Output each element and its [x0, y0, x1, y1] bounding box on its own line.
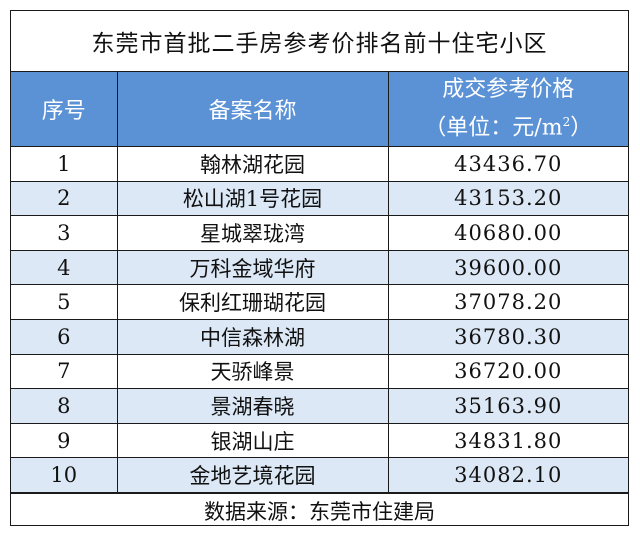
table-row: 1 翰林湖花园 43436.70: [11, 146, 628, 182]
row-name: 景湖春晓: [116, 388, 389, 424]
data-source-footer: 数据来源：东莞市住建局: [11, 492, 628, 529]
row-name: 金地艺境花园: [116, 457, 389, 493]
row-price: 40680.00: [387, 215, 628, 251]
row-index: 7: [11, 353, 118, 390]
row-name: 天骄峰景: [116, 353, 389, 390]
row-name: 万科金域华府: [116, 249, 389, 286]
row-index: 8: [11, 388, 118, 424]
row-name: 松山湖1号花园: [116, 180, 389, 217]
row-price: 36780.30: [387, 318, 628, 355]
row-price: 34082.10: [387, 457, 628, 493]
row-index: 5: [11, 284, 118, 320]
row-price: 37078.20: [387, 284, 628, 320]
table-row: 8 景湖春晓 35163.90: [11, 388, 628, 424]
table-row: 10 金地艺境花园 34082.10: [11, 457, 628, 493]
header-price-unit-suffix: ）: [570, 115, 593, 141]
row-index: 2: [11, 180, 118, 217]
row-index: 9: [11, 422, 118, 459]
row-price: 43436.70: [387, 146, 628, 182]
row-price: 39600.00: [387, 249, 628, 286]
table-title: 东莞市首批二手房参考价排名前十住宅小区: [11, 11, 628, 72]
header-price-line1: 成交参考价格: [442, 77, 575, 103]
row-name: 保利红珊瑚花园: [116, 284, 389, 320]
row-price: 36720.00: [387, 353, 628, 390]
table-row: 5 保利红珊瑚花园 37078.20: [11, 284, 628, 320]
table-row: 6 中信森林湖 36780.30: [11, 318, 628, 355]
row-index: 10: [11, 457, 118, 493]
table-row: 2 松山湖1号花园 43153.20: [11, 180, 628, 217]
table-row: 9 银湖山庄 34831.80: [11, 422, 628, 459]
table-header-row: 序号 备案名称 成交参考价格 （单位：元/m2）: [11, 72, 628, 147]
row-name: 中信森林湖: [116, 318, 389, 355]
row-name: 银湖山庄: [116, 422, 389, 459]
row-price: 43153.20: [387, 180, 628, 217]
header-name: 备案名称: [116, 72, 389, 147]
table-row: 4 万科金域华府 39600.00: [11, 249, 628, 286]
ranking-table: 序号 备案名称 成交参考价格 （单位：元/m2） 1 翰林湖花园 43436.70 …: [11, 72, 628, 493]
row-name: 星城翠珑湾: [116, 215, 389, 251]
row-price: 35163.90: [387, 388, 628, 424]
header-price-unit-prefix: （单位：元/m: [424, 115, 563, 141]
header-price: 成交参考价格 （单位：元/m2）: [387, 72, 629, 147]
row-price: 34831.80: [387, 422, 628, 459]
header-price-unit-sup: 2: [562, 115, 571, 130]
price-ranking-table-sheet: 东莞市首批二手房参考价排名前十住宅小区 序号 备案名称 成交参考价格 （单位：元…: [10, 10, 629, 526]
row-index: 4: [11, 249, 118, 286]
header-index: 序号: [11, 72, 118, 147]
row-name: 翰林湖花园: [116, 146, 389, 182]
table-row: 3 星城翠珑湾 40680.00: [11, 215, 628, 251]
row-index: 3: [11, 215, 118, 251]
row-index: 6: [11, 318, 118, 355]
header-price-unit: （单位：元/m2）: [389, 106, 629, 144]
row-index: 1: [11, 146, 118, 182]
table-row: 7 天骄峰景 36720.00: [11, 353, 628, 390]
